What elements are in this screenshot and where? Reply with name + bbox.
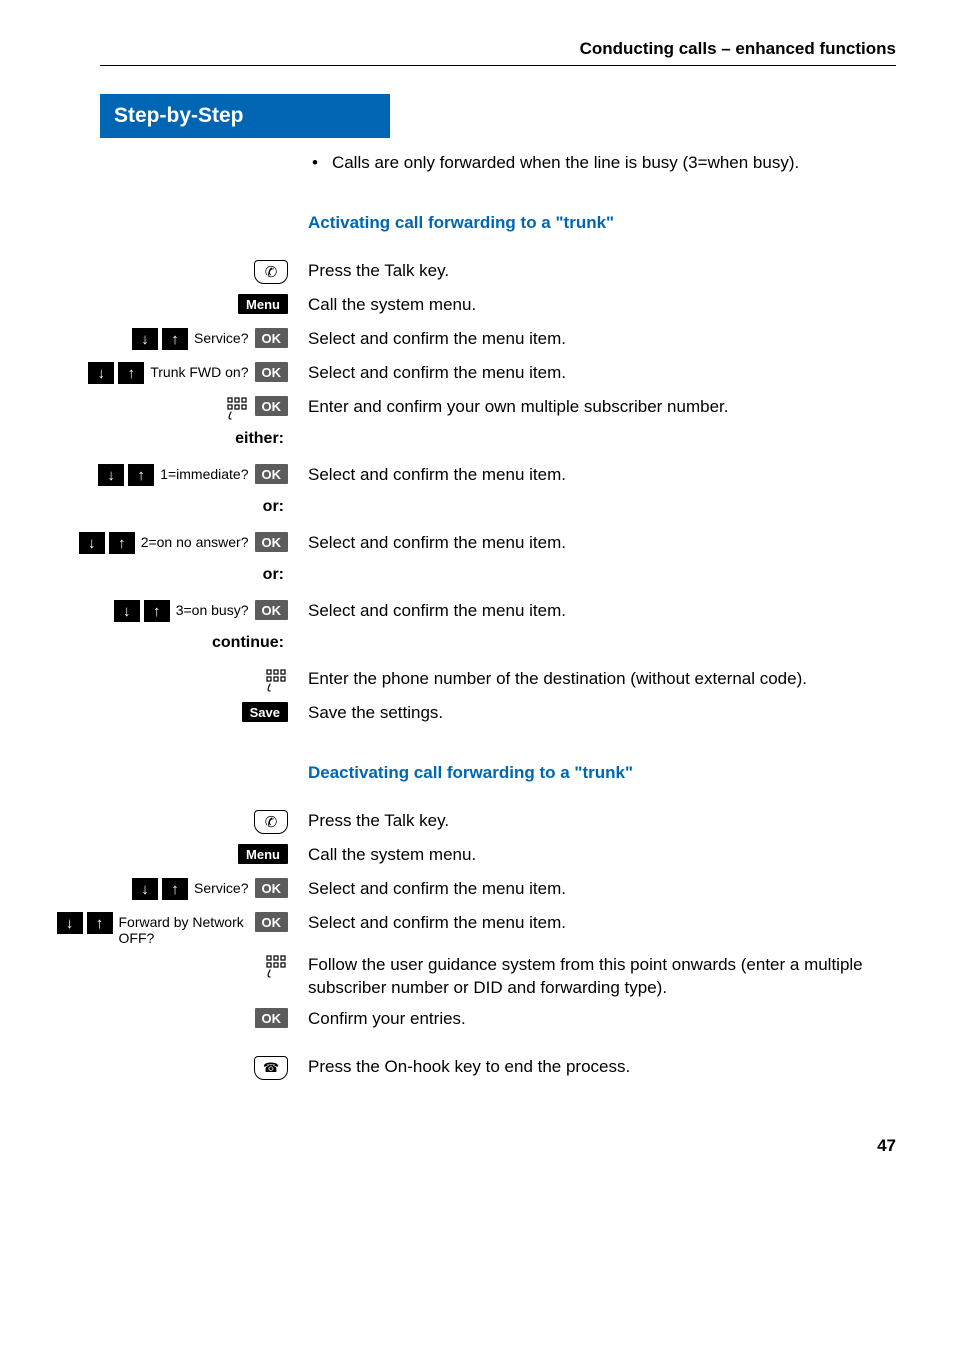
nav-arrows: ↓ ↑ <box>88 362 144 384</box>
instruction-text: Select and confirm the menu item. <box>290 328 896 351</box>
up-arrow-icon: ↑ <box>162 328 188 350</box>
nav-arrows: ↓ ↑ <box>132 878 188 900</box>
menu-item-label: 2=on no answer? <box>141 532 249 550</box>
nav-arrows: ↓ ↑ <box>132 328 188 350</box>
talk-key-icon <box>254 260 288 284</box>
separator-either: either: <box>0 430 288 448</box>
instruction-text: Press the Talk key. <box>290 810 896 833</box>
onhook-key-icon <box>254 1056 288 1080</box>
ok-badge: OK <box>255 1008 289 1028</box>
down-arrow-icon: ↓ <box>57 912 83 934</box>
ok-badge: OK <box>255 396 289 416</box>
down-arrow-icon: ↓ <box>114 600 140 622</box>
instruction-text: Follow the user guidance system from thi… <box>290 954 896 1000</box>
separator-continue: continue: <box>0 634 288 652</box>
separator-or: or: <box>0 498 288 516</box>
menu-item-label: Service? <box>194 328 248 346</box>
ok-badge: OK <box>255 328 289 348</box>
ok-badge: OK <box>255 464 289 484</box>
ok-badge: OK <box>255 878 289 898</box>
menu-badge: Menu <box>238 294 288 314</box>
instruction-text: Select and confirm the menu item. <box>290 878 896 901</box>
ok-badge: OK <box>255 912 289 932</box>
section-title-deactivating: Deactivating call forwarding to a "trunk… <box>308 763 633 782</box>
menu-item-label: 1=immediate? <box>160 464 248 482</box>
down-arrow-icon: ↓ <box>132 878 158 900</box>
instruction-text: Select and confirm the menu item. <box>290 532 896 555</box>
up-arrow-icon: ↑ <box>87 912 113 934</box>
menu-item-label: Service? <box>194 878 248 896</box>
instruction-text: Enter the phone number of the destinatio… <box>290 668 896 691</box>
instruction-text: Save the settings. <box>290 702 896 725</box>
nav-arrows: ↓ ↑ <box>114 600 170 622</box>
instruction-text: Press the Talk key. <box>290 260 896 283</box>
up-arrow-icon: ↑ <box>128 464 154 486</box>
ok-badge: OK <box>255 600 289 620</box>
up-arrow-icon: ↑ <box>109 532 135 554</box>
instruction-text: Select and confirm the menu item. <box>290 600 896 623</box>
down-arrow-icon: ↓ <box>79 532 105 554</box>
menu-item-label: Trunk FWD on? <box>150 362 248 380</box>
section-title-activating: Activating call forwarding to a "trunk" <box>308 213 614 232</box>
instruction-text: Confirm your entries. <box>290 1008 896 1031</box>
nav-arrows: ↓ ↑ <box>57 912 113 934</box>
menu-badge: Menu <box>238 844 288 864</box>
instruction-text: Call the system menu. <box>290 844 896 867</box>
bullet-item: • Calls are only forwarded when the line… <box>308 152 896 175</box>
header-title: Conducting calls – enhanced functions <box>580 39 896 59</box>
ok-badge: OK <box>255 362 289 382</box>
separator-or: or: <box>0 566 288 584</box>
keypad-icon <box>264 668 288 692</box>
talk-key-icon <box>254 810 288 834</box>
page-header: Conducting calls – enhanced functions <box>100 30 896 66</box>
menu-item-label: Forward by Network OFF? <box>119 912 249 946</box>
instruction-text: Select and confirm the menu item. <box>290 464 896 487</box>
instruction-text: Call the system menu. <box>290 294 896 317</box>
keypad-icon <box>225 396 249 420</box>
keypad-icon <box>264 954 288 978</box>
down-arrow-icon: ↓ <box>98 464 124 486</box>
nav-arrows: ↓ ↑ <box>79 532 135 554</box>
instruction-text: Select and confirm the menu item. <box>290 912 896 935</box>
page-number: 47 <box>877 1136 896 1156</box>
instruction-text: Select and confirm the menu item. <box>290 362 896 385</box>
nav-arrows: ↓ ↑ <box>98 464 154 486</box>
ok-badge: OK <box>255 532 289 552</box>
menu-item-label: 3=on busy? <box>176 600 249 618</box>
down-arrow-icon: ↓ <box>88 362 114 384</box>
bullet-dot: • <box>312 152 318 175</box>
bullet-text: Calls are only forwarded when the line i… <box>332 152 799 175</box>
up-arrow-icon: ↑ <box>118 362 144 384</box>
instruction-text: Press the On-hook key to end the process… <box>290 1056 896 1079</box>
up-arrow-icon: ↑ <box>144 600 170 622</box>
down-arrow-icon: ↓ <box>132 328 158 350</box>
save-badge: Save <box>242 702 288 722</box>
sidebar-title: Step-by-Step <box>100 94 390 138</box>
up-arrow-icon: ↑ <box>162 878 188 900</box>
instruction-text: Enter and confirm your own multiple subs… <box>290 396 896 419</box>
